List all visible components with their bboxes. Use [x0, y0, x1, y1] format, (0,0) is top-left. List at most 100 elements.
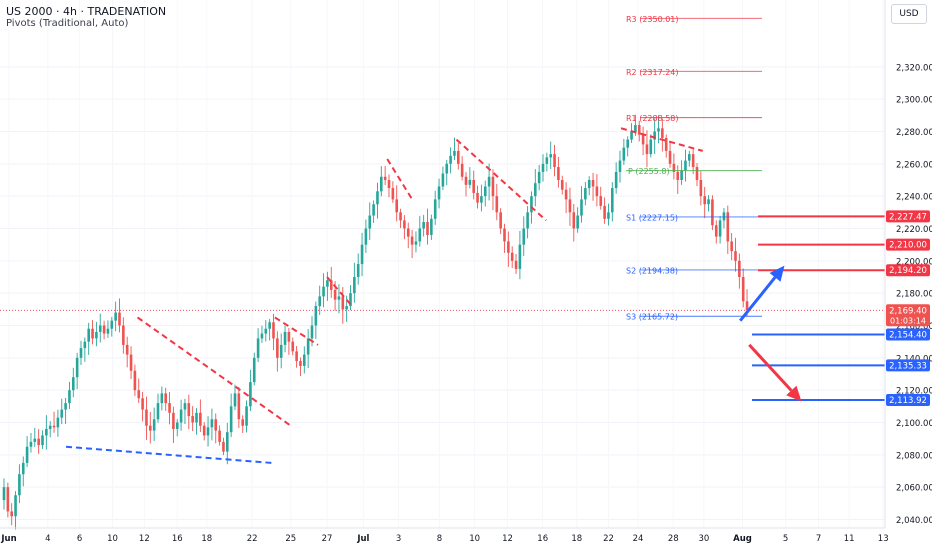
- candle-body: [2, 487, 6, 501]
- candle-body: [276, 338, 279, 358]
- candle-body: [718, 220, 722, 237]
- candle-body: [730, 241, 733, 252]
- candle-body: [460, 163, 464, 177]
- candle-body: [152, 419, 156, 431]
- candle-body: [399, 212, 402, 221]
- candle-body: [564, 189, 568, 200]
- candle-body: [222, 441, 225, 452]
- candle-body: [264, 328, 268, 334]
- candle-body: [491, 176, 495, 197]
- candle-body: [249, 382, 252, 407]
- arrow-head: [786, 385, 802, 402]
- candle-body: [649, 139, 653, 155]
- candlestick-series: [2, 114, 749, 530]
- candle-body: [661, 128, 664, 138]
- candle-body: [260, 333, 264, 339]
- trendline: [386, 158, 414, 200]
- axis-price-labels: 2,227.47 2,210.00 2,194.20 2,154.40 2,135.33…: [886, 210, 930, 406]
- x-tick-label: 16: [172, 534, 183, 544]
- candle-body: [641, 134, 645, 145]
- pivot-label: S1 (2227.15): [626, 213, 678, 222]
- candle-body: [79, 348, 83, 358]
- x-tick-label: 4: [45, 534, 50, 544]
- candle-body: [726, 212, 730, 242]
- candle-body: [168, 403, 171, 413]
- candle-body: [591, 179, 595, 187]
- candle-body: [541, 163, 545, 172]
- level-tag: [886, 359, 930, 372]
- candle-body: [33, 438, 37, 442]
- candle-body: [145, 409, 148, 426]
- candle-body: [349, 293, 352, 307]
- y-tick-label: 2,180.00: [896, 290, 932, 300]
- candle-body: [10, 511, 13, 517]
- candle-body: [587, 179, 591, 189]
- pivot-label: P (2255.8): [628, 167, 670, 176]
- candle-body: [441, 173, 445, 187]
- time-axis[interactable]: Jun 4 6 10 12 16 18 22 25 27 Jul 3 8 10 12 16 18 22 24 28 30…: [0, 527, 889, 544]
- candle-body: [21, 462, 25, 475]
- x-tick-label: 12: [139, 534, 150, 544]
- candle-body: [368, 215, 372, 229]
- candle-body: [557, 167, 560, 180]
- candle-body: [572, 212, 576, 229]
- candle-body: [514, 260, 518, 269]
- candle-body: [510, 252, 514, 261]
- candle-body: [537, 171, 541, 184]
- candle-body: [518, 244, 522, 269]
- candle-body: [549, 154, 552, 158]
- candle-body: [422, 222, 425, 229]
- pivot-label: R1 (2288.58): [626, 114, 679, 123]
- candle-body: [110, 320, 114, 329]
- candle-body: [133, 370, 137, 391]
- candle-body: [322, 286, 325, 297]
- candle-body: [233, 393, 237, 407]
- candle-body: [83, 341, 87, 349]
- candle-body: [722, 212, 726, 221]
- candle-body: [522, 228, 526, 245]
- candle-body: [745, 301, 749, 311]
- candle-body: [738, 260, 741, 277]
- candle-body: [483, 186, 487, 197]
- candle-body: [241, 419, 244, 426]
- level-tag-label: 2,210.00: [889, 241, 927, 251]
- candle-body: [118, 312, 121, 326]
- candle-body: [711, 199, 714, 226]
- candle-body: [499, 212, 502, 229]
- y-tick-label: 2,100.00: [896, 419, 932, 429]
- level-tag: [886, 210, 930, 223]
- candle-body: [45, 428, 48, 436]
- candle-body: [310, 325, 314, 339]
- candle-body: [699, 179, 703, 197]
- y-tick-label: 2,120.00: [896, 387, 932, 397]
- x-tick-label: 28: [668, 534, 679, 544]
- candle-body: [206, 427, 210, 436]
- candle-body: [614, 171, 618, 189]
- currency-button[interactable]: USD: [891, 4, 927, 24]
- candle-body: [437, 186, 441, 200]
- candle-body: [684, 160, 687, 171]
- candle-body: [18, 474, 21, 496]
- candle-body: [95, 331, 98, 339]
- candle-body: [637, 125, 641, 135]
- price-axis[interactable]: 2,040.00 2,060.00 2,080.00 2,100.00 2,120.00…: [884, 0, 932, 528]
- candle-body: [114, 312, 117, 321]
- candle-body: [87, 328, 90, 342]
- x-tick-label: 22: [603, 534, 614, 544]
- candle-body: [187, 403, 191, 417]
- level-tag: [886, 393, 930, 406]
- pivot-label: R3 (2350.01): [626, 15, 679, 24]
- candle-body: [595, 186, 599, 197]
- x-tick-label: Jul: [356, 534, 369, 544]
- candle-body: [75, 357, 79, 378]
- candle-body: [353, 276, 356, 294]
- candle-body: [603, 205, 606, 219]
- candle-body: [668, 150, 672, 164]
- x-tick-label: 16: [537, 534, 548, 544]
- candle-body: [91, 328, 94, 339]
- candle-body: [295, 351, 298, 362]
- candle-body: [626, 139, 629, 148]
- trendline: [65, 445, 272, 464]
- candle-body: [691, 154, 695, 168]
